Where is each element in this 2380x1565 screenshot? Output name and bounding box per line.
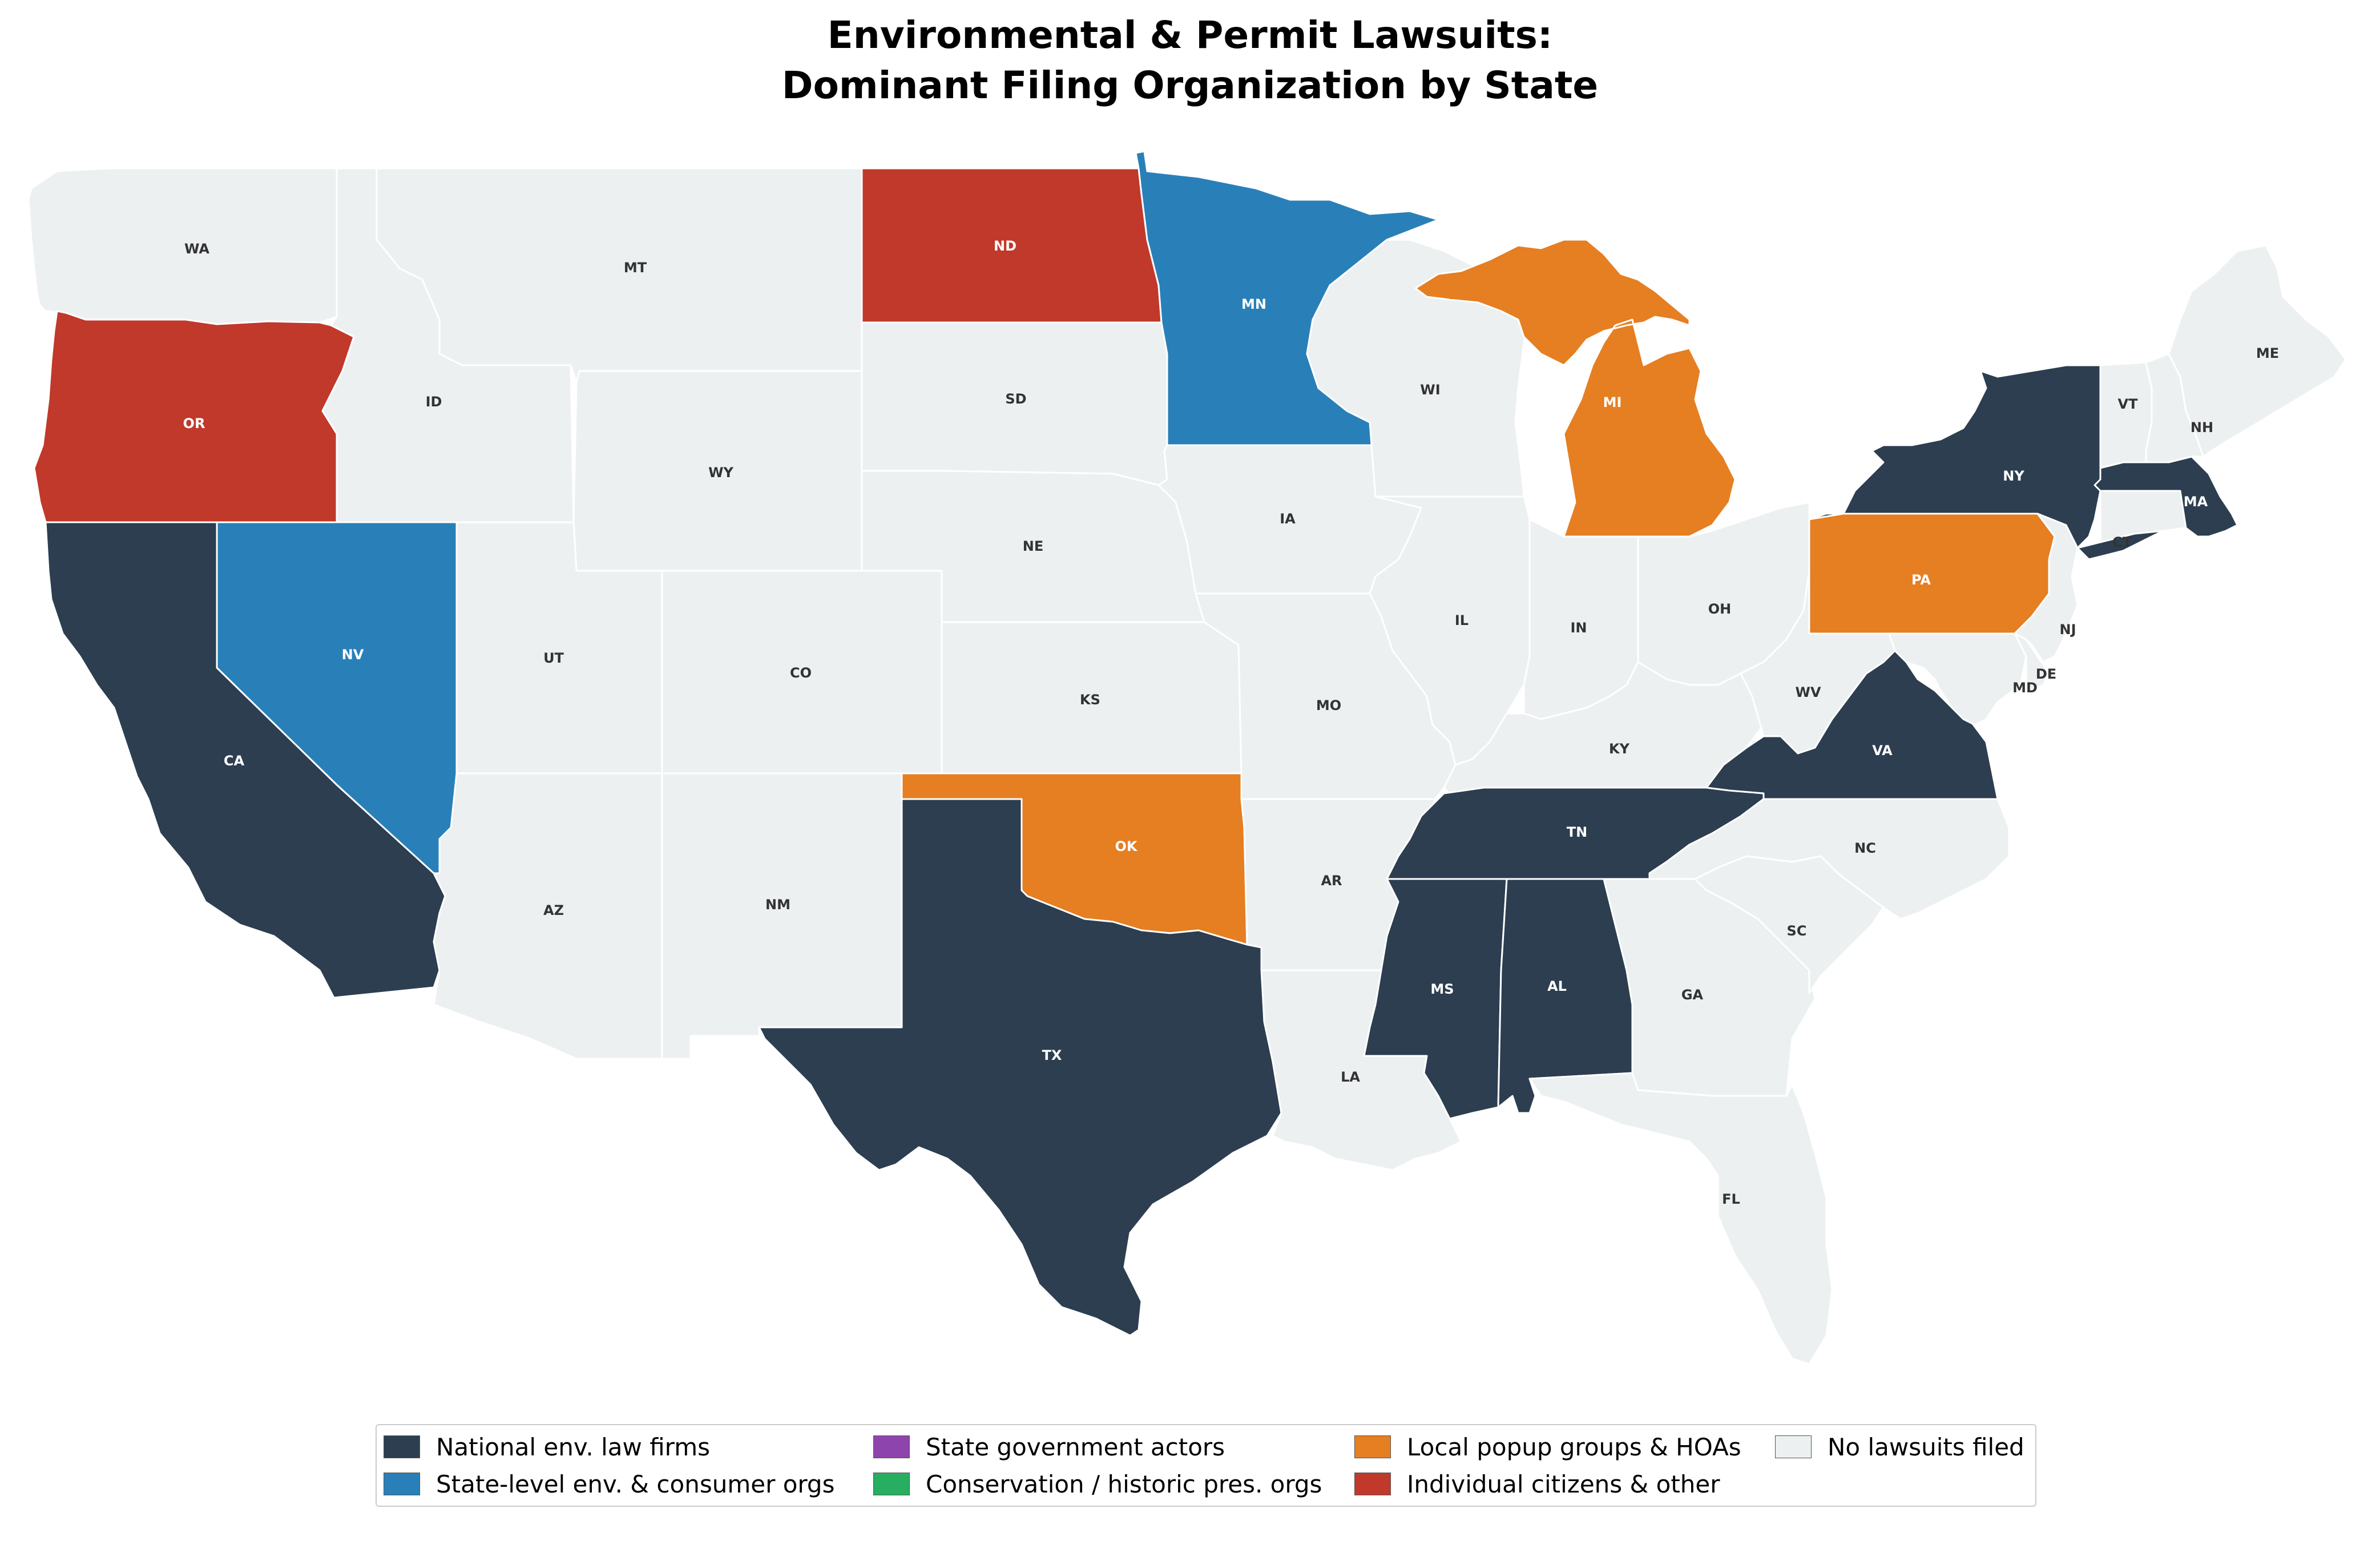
state-label-ma: MA — [2184, 494, 2208, 510]
state-label-nm: NM — [765, 897, 790, 913]
state-nc — [1648, 798, 2010, 920]
state-label-wa: WA — [184, 241, 209, 257]
state-wa — [27, 167, 338, 325]
state-label-co: CO — [790, 665, 812, 681]
state-tx — [758, 798, 1282, 1337]
legend-item-state-gov: State government actors — [873, 1431, 1225, 1463]
state-nj — [2014, 513, 2079, 663]
legend-label: National env. law firms — [436, 1433, 711, 1461]
state-label-ny: NY — [2003, 468, 2024, 484]
state-label-ms: MS — [1430, 981, 1454, 997]
state-label-ne: NE — [1023, 538, 1043, 554]
legend-swatch — [873, 1435, 910, 1458]
state-label-al: AL — [1547, 978, 1567, 994]
state-label-mo: MO — [1316, 697, 1341, 713]
legend-label: No lawsuits filed — [1828, 1433, 2024, 1461]
state-label-nv: NV — [342, 647, 364, 663]
state-wi — [1306, 239, 1531, 498]
legend-item-state-org: State-level env. & consumer orgs — [384, 1468, 834, 1500]
state-label-ia: IA — [1280, 511, 1296, 527]
state-label-la: LA — [1341, 1069, 1360, 1085]
state-label-il: IL — [1455, 612, 1469, 628]
state-az — [433, 772, 663, 1060]
legend-label: State government actors — [926, 1433, 1225, 1461]
state-label-in: IN — [1570, 620, 1587, 636]
state-label-fl: FL — [1722, 1191, 1740, 1207]
state-fl — [1528, 1072, 1833, 1365]
state-label-pa: PA — [1911, 572, 1931, 588]
us-state-map: WA OR CA ID NV MT WY UT AZ CO NM ND SD NE KS OK TX MN IA MO… — [27, 150, 2347, 1365]
legend-label: Individual citizens & other — [1407, 1470, 1720, 1498]
state-label-sd: SD — [1005, 391, 1026, 407]
state-label-nd: ND — [994, 238, 1016, 254]
legend-swatch — [1775, 1435, 1812, 1458]
state-label-or: OR — [183, 416, 205, 431]
state-label-oh: OH — [1708, 601, 1732, 617]
state-label-az: AZ — [543, 902, 564, 918]
state-nm — [661, 772, 903, 1060]
legend-swatch — [1354, 1435, 1391, 1458]
state-label-ct: CT — [2112, 534, 2132, 550]
legend-item-national: National env. law firms — [384, 1431, 710, 1463]
state-label-nj: NJ — [2059, 622, 2076, 638]
state-label-me: ME — [2256, 345, 2279, 361]
legend-swatch — [1354, 1473, 1391, 1495]
state-label-va: VA — [1872, 743, 1893, 759]
state-label-de: DE — [2036, 666, 2056, 682]
state-label-wv: WV — [1795, 684, 1821, 700]
legend-swatch — [384, 1473, 420, 1495]
map-title: Environmental & Permit Lawsuits: Dominan… — [0, 10, 2380, 111]
legend-item-conservation: Conservation / historic pres. orgs — [873, 1468, 1322, 1500]
state-label-ar: AR — [1321, 873, 1342, 889]
state-me — [2168, 244, 2347, 458]
legend-item-individual: Individual citizens & other — [1354, 1468, 1720, 1500]
legend-label: State-level env. & consumer orgs — [436, 1470, 835, 1498]
state-label-wy: WY — [708, 465, 733, 481]
state-label-ky: KY — [1609, 741, 1630, 757]
legend-swatch — [384, 1435, 420, 1458]
map-legend: National env. law firms State-level env. … — [376, 1424, 2036, 1507]
legend-item-none: No lawsuits filed — [1775, 1431, 2024, 1463]
state-mt — [376, 167, 863, 384]
state-vt — [2099, 361, 2153, 469]
state-label-mi: MI — [1603, 394, 1622, 410]
legend-label: Local popup groups & HOAs — [1407, 1433, 1741, 1461]
state-label-ut: UT — [543, 650, 564, 666]
state-md — [1888, 632, 2027, 726]
state-label-nc: NC — [1854, 840, 1876, 856]
legend-swatch — [873, 1473, 910, 1495]
state-label-tn: TN — [1567, 824, 1587, 840]
state-label-md: MD — [2012, 680, 2038, 696]
state-label-ks: KS — [1080, 692, 1100, 708]
state-label-mt: MT — [624, 260, 647, 276]
state-label-nh: NH — [2191, 420, 2213, 435]
state-label-sc: SC — [1787, 923, 1807, 939]
legend-item-local: Local popup groups & HOAs — [1354, 1431, 1741, 1463]
state-label-id: ID — [426, 394, 442, 410]
state-label-mn: MN — [1241, 296, 1266, 312]
state-label-ga: GA — [1681, 987, 1704, 1003]
state-mi — [1414, 239, 1736, 538]
state-de — [2014, 632, 2050, 692]
state-pa — [1808, 513, 2056, 635]
state-label-ca: CA — [224, 753, 245, 769]
map-title-line-1: Environmental & Permit Lawsuits: — [827, 13, 1553, 57]
legend-label: Conservation / historic pres. orgs — [926, 1470, 1322, 1498]
state-label-ok: OK — [1115, 838, 1138, 854]
state-label-vt: VT — [2118, 396, 2139, 412]
state-label-wi: WI — [1420, 382, 1440, 398]
state-label-tx: TX — [1042, 1047, 1062, 1063]
map-title-line-2: Dominant Filing Organization by State — [781, 63, 1599, 107]
